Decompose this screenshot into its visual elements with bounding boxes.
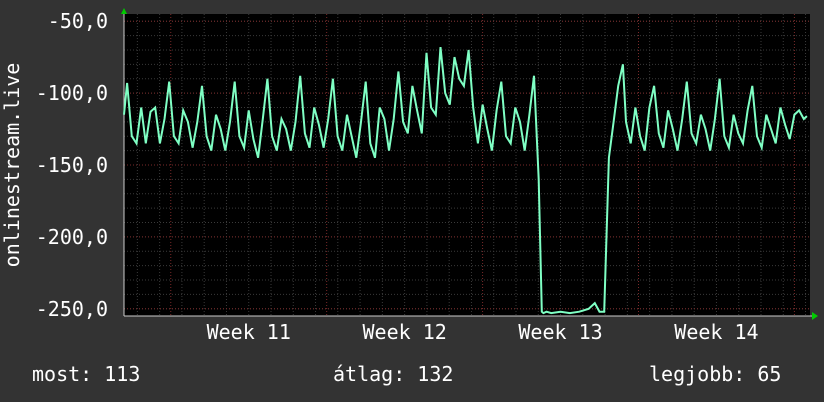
stat-best: legjobb: 65: [649, 362, 781, 386]
y-axis-arrow-icon: [121, 8, 127, 14]
y-tick-label: -100,0: [36, 81, 108, 105]
y-axis-label: onlinestream.live: [0, 63, 24, 268]
grid-lines: [124, 14, 810, 316]
x-tick-label: Week 12: [362, 320, 446, 344]
x-tick-label: Week 14: [674, 320, 758, 344]
stat-average-value: 132: [417, 362, 454, 386]
axes: [123, 10, 814, 317]
stat-current: most: 113: [32, 362, 140, 386]
series-line: [123, 46, 808, 315]
x-tick-labels: Week 11 Week 12 Week 13 Week 14: [207, 320, 759, 344]
stat-best-label: legjobb:: [649, 362, 746, 386]
y-tick-label: -150,0: [36, 153, 108, 177]
x-tick-label: Week 13: [518, 320, 602, 344]
x-tick-label: Week 11: [207, 320, 291, 344]
stat-current-value: 113: [104, 362, 141, 386]
y-tick-label: -200,0: [36, 225, 108, 249]
y-tick-label: -250,0: [36, 297, 108, 321]
stat-average-label: átlag:: [333, 362, 406, 386]
x-axis-arrow-icon: [812, 312, 818, 320]
y-tick-labels: -50,0 -100,0 -150,0 -200,0 -250,0: [36, 9, 108, 321]
stat-best-value: 65: [757, 362, 782, 386]
stat-current-label: most:: [32, 362, 93, 386]
stat-average: átlag: 132: [333, 362, 453, 386]
y-tick-label: -50,0: [48, 9, 108, 33]
